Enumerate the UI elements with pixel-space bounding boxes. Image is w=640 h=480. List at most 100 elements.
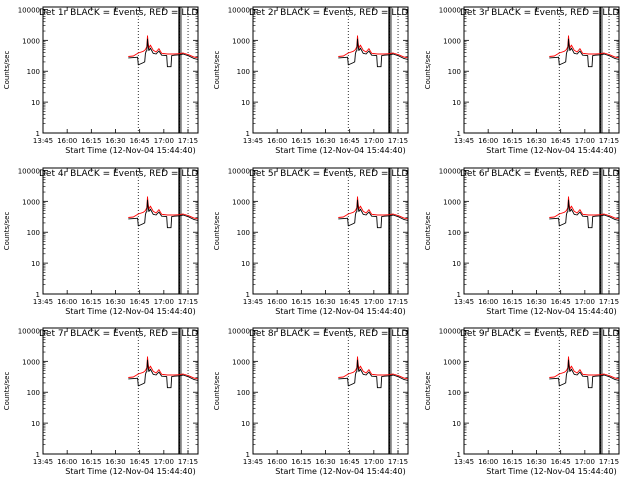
panel-9-series-lld (549, 356, 620, 380)
panel-6-ytick-label: 10000 (439, 167, 461, 175)
panel-7-xtick-label: 13:45 (33, 458, 53, 466)
panel-6-ytick-label: 100 (448, 229, 461, 237)
panel-6-xtick-label: 16:00 (478, 298, 498, 306)
panel-5-series-events (338, 199, 409, 229)
panel-8-axes-frame (252, 327, 409, 455)
panel-4-xtick-label: 16:30 (105, 298, 125, 306)
panel-1-xtick-label: 16:30 (105, 137, 125, 145)
panel-5-xtick-label: 16:45 (340, 298, 360, 306)
panel-9-xtick-label: 16:15 (502, 458, 522, 466)
panel-5-xtick-label: 16:15 (291, 298, 311, 306)
panel-7-series-events (128, 359, 199, 389)
panel-4-xtick-label: 16:00 (57, 298, 77, 306)
panel-6-ytick-label: 10 (452, 260, 461, 268)
panel-5-xtick-label: 13:45 (243, 298, 263, 306)
panel-9-xtick-label: 16:45 (551, 458, 571, 466)
panel-3-ytick-label: 1000 (443, 37, 461, 45)
panel-9-xtick-label: 16:30 (526, 458, 546, 466)
panel-1-xlabel: Start Time (12-Nov-04 15:44:40) (65, 146, 195, 155)
panel-5-xtick-label: 16:30 (315, 298, 335, 306)
panel-4-title: Det 4r BLACK = Events, RED = LLD (39, 169, 198, 179)
panel-3-series-lld (549, 35, 620, 59)
panel-3-title: Det 3r BLACK = Events, RED = LLD (460, 8, 619, 18)
panel-4-xtick-label: 13:45 (33, 298, 53, 306)
panel-2-ytick-label: 1 (246, 130, 250, 138)
panel-3-ytick-label: 10000 (439, 6, 461, 14)
panel-3-xlabel: Start Time (12-Nov-04 15:44:40) (486, 146, 616, 155)
panel-4-ytick-label: 1 (36, 291, 40, 299)
panel-4-ytick-label: 1000 (22, 198, 40, 206)
panel-3-ytick-label: 100 (448, 68, 461, 76)
panel-7-xtick-label: 17:15 (178, 458, 198, 466)
panel-9-series-events (549, 359, 620, 389)
panel-2-xtick-label: 16:30 (315, 137, 335, 145)
panel-3-xtick-label: 17:15 (599, 137, 619, 145)
panel-3-xtick-label: 16:30 (526, 137, 546, 145)
panel-1-title: Det 1r BLACK = Events, RED = LLD (39, 8, 198, 18)
panel-2-xtick-label: 16:45 (340, 137, 360, 145)
panel-7-axes-frame (42, 327, 199, 455)
panel-1-ytick-label: 10 (31, 99, 40, 107)
panel-9-ytick-label: 10 (452, 420, 461, 428)
panel-5-ytick-label: 1 (246, 291, 250, 299)
panel-2-xtick-label: 16:15 (291, 137, 311, 145)
panel-7-series-lld (128, 356, 199, 380)
panel-5-ytick-label: 100 (237, 229, 250, 237)
panel-2-series-lld (338, 35, 409, 59)
panel-4-xtick-label: 17:00 (154, 298, 174, 306)
panel-1-xtick-label: 16:45 (130, 137, 150, 145)
panel-1-axes-frame (42, 6, 199, 134)
panel-7-xtick-label: 16:45 (130, 458, 150, 466)
panel-8-xtick-label: 16:45 (340, 458, 360, 466)
panel-6-xtick-label: 13:45 (454, 298, 474, 306)
panel-5-ytick-label: 1000 (232, 198, 250, 206)
panel-8-xtick-label: 16:15 (291, 458, 311, 466)
panel-6-axes-frame (463, 167, 620, 295)
panel-9-xtick-label: 13:45 (454, 458, 474, 466)
panel-6-title: Det 6r BLACK = Events, RED = LLD (460, 169, 619, 179)
panel-4-series-events (128, 199, 199, 229)
panel-2-ytick-label: 10 (241, 99, 250, 107)
panel-3-ytick-label: 1 (457, 130, 461, 138)
panel-7-ytick-label: 1000 (22, 358, 40, 366)
panel-2: Det 2r BLACK = Events, RED = LLD Counts/s… (213, 6, 409, 155)
panel-6-ytick-label: 1000 (443, 198, 461, 206)
panel-3-xtick-label: 16:00 (478, 137, 498, 145)
panel-8-ytick-label: 1 (246, 451, 250, 459)
panel-6-xtick-label: 16:45 (551, 298, 571, 306)
panel-2-ylabel: Counts/sec (213, 51, 221, 90)
panel-6-series-lld (549, 196, 620, 220)
panel-6-xtick-label: 16:15 (502, 298, 522, 306)
panel-1: Det 1r BLACK = Events, RED = LLD Counts/s… (3, 6, 199, 155)
panel-4-series-lld (128, 196, 199, 220)
panel-3: Det 3r BLACK = Events, RED = LLD Counts/s… (424, 6, 620, 155)
panel-9-xlabel: Start Time (12-Nov-04 15:44:40) (486, 467, 616, 476)
panel-7-ytick-label: 1 (36, 451, 40, 459)
panel-4-xlabel: Start Time (12-Nov-04 15:44:40) (65, 307, 195, 316)
panel-4-xtick-label: 16:15 (81, 298, 101, 306)
panel-3-ylabel: Counts/sec (424, 51, 432, 90)
panel-5-xlabel: Start Time (12-Nov-04 15:44:40) (275, 307, 405, 316)
panel-4-axes-frame (42, 167, 199, 295)
panel-5-xtick-label: 17:00 (364, 298, 384, 306)
panel-8-ytick-label: 10000 (228, 327, 250, 335)
panel-1-xtick-label: 16:00 (57, 137, 77, 145)
panel-4: Det 4r BLACK = Events, RED = LLD Counts/s… (3, 167, 199, 316)
panel-8-xtick-label: 16:30 (315, 458, 335, 466)
panel-2-xlabel: Start Time (12-Nov-04 15:44:40) (275, 146, 405, 155)
panel-4-ytick-label: 100 (27, 229, 40, 237)
panel-5-ylabel: Counts/sec (213, 212, 221, 251)
panel-4-xtick-label: 16:45 (130, 298, 150, 306)
panel-2-xtick-label: 13:45 (243, 137, 263, 145)
panel-9: Det 9r BLACK = Events, RED = LLD Counts/s… (424, 327, 620, 476)
panel-9-xtick-label: 16:00 (478, 458, 498, 466)
panel-7-ytick-label: 10 (31, 420, 40, 428)
panel-7-xlabel: Start Time (12-Nov-04 15:44:40) (65, 467, 195, 476)
panel-7-ylabel: Counts/sec (3, 372, 11, 411)
panel-4-ytick-label: 10 (31, 260, 40, 268)
panel-7-xtick-label: 16:15 (81, 458, 101, 466)
panel-4-ytick-label: 10000 (18, 167, 40, 175)
panel-2-ytick-label: 1000 (232, 37, 250, 45)
panel-6-xlabel: Start Time (12-Nov-04 15:44:40) (486, 307, 616, 316)
panel-3-xtick-label: 17:00 (575, 137, 595, 145)
